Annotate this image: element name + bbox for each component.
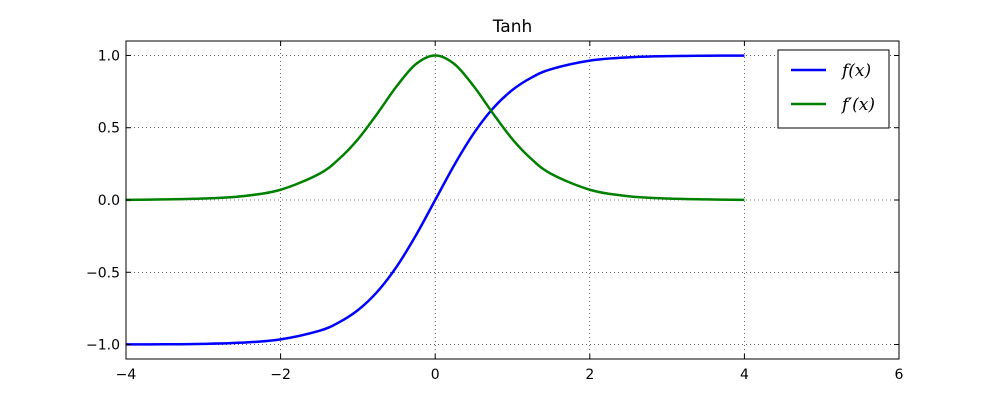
legend-label: f′(x) bbox=[840, 95, 875, 115]
y-tick-label: 0.0 bbox=[98, 193, 120, 209]
legend-box bbox=[777, 49, 890, 129]
x-tick-label: 6 bbox=[895, 367, 904, 383]
y-tick-label: −1.0 bbox=[86, 338, 120, 354]
grid bbox=[125, 41, 900, 359]
chart-title: Tanh bbox=[492, 17, 533, 37]
x-tick-label: 2 bbox=[585, 367, 594, 383]
legend: f(x) f′(x) bbox=[777, 49, 890, 129]
legend-label: f(x) bbox=[840, 61, 871, 81]
y-tick-label: 1.0 bbox=[98, 48, 120, 64]
x-tick-label: 4 bbox=[740, 367, 749, 383]
x-tick-label: −2 bbox=[270, 367, 291, 383]
axis-ticks: −4 −2 0 2 4 6 −1.0 −0.5 0.0 0.5 1.0 bbox=[86, 41, 904, 383]
x-tick-label: −4 bbox=[116, 367, 137, 383]
y-tick-label: −0.5 bbox=[86, 265, 120, 281]
series-lines bbox=[125, 54, 745, 346]
y-tick-label: 0.5 bbox=[98, 121, 120, 137]
x-tick-label: 0 bbox=[431, 367, 440, 383]
tanh-series-line bbox=[125, 54, 745, 346]
tanh-derivative-series-line bbox=[125, 54, 745, 202]
